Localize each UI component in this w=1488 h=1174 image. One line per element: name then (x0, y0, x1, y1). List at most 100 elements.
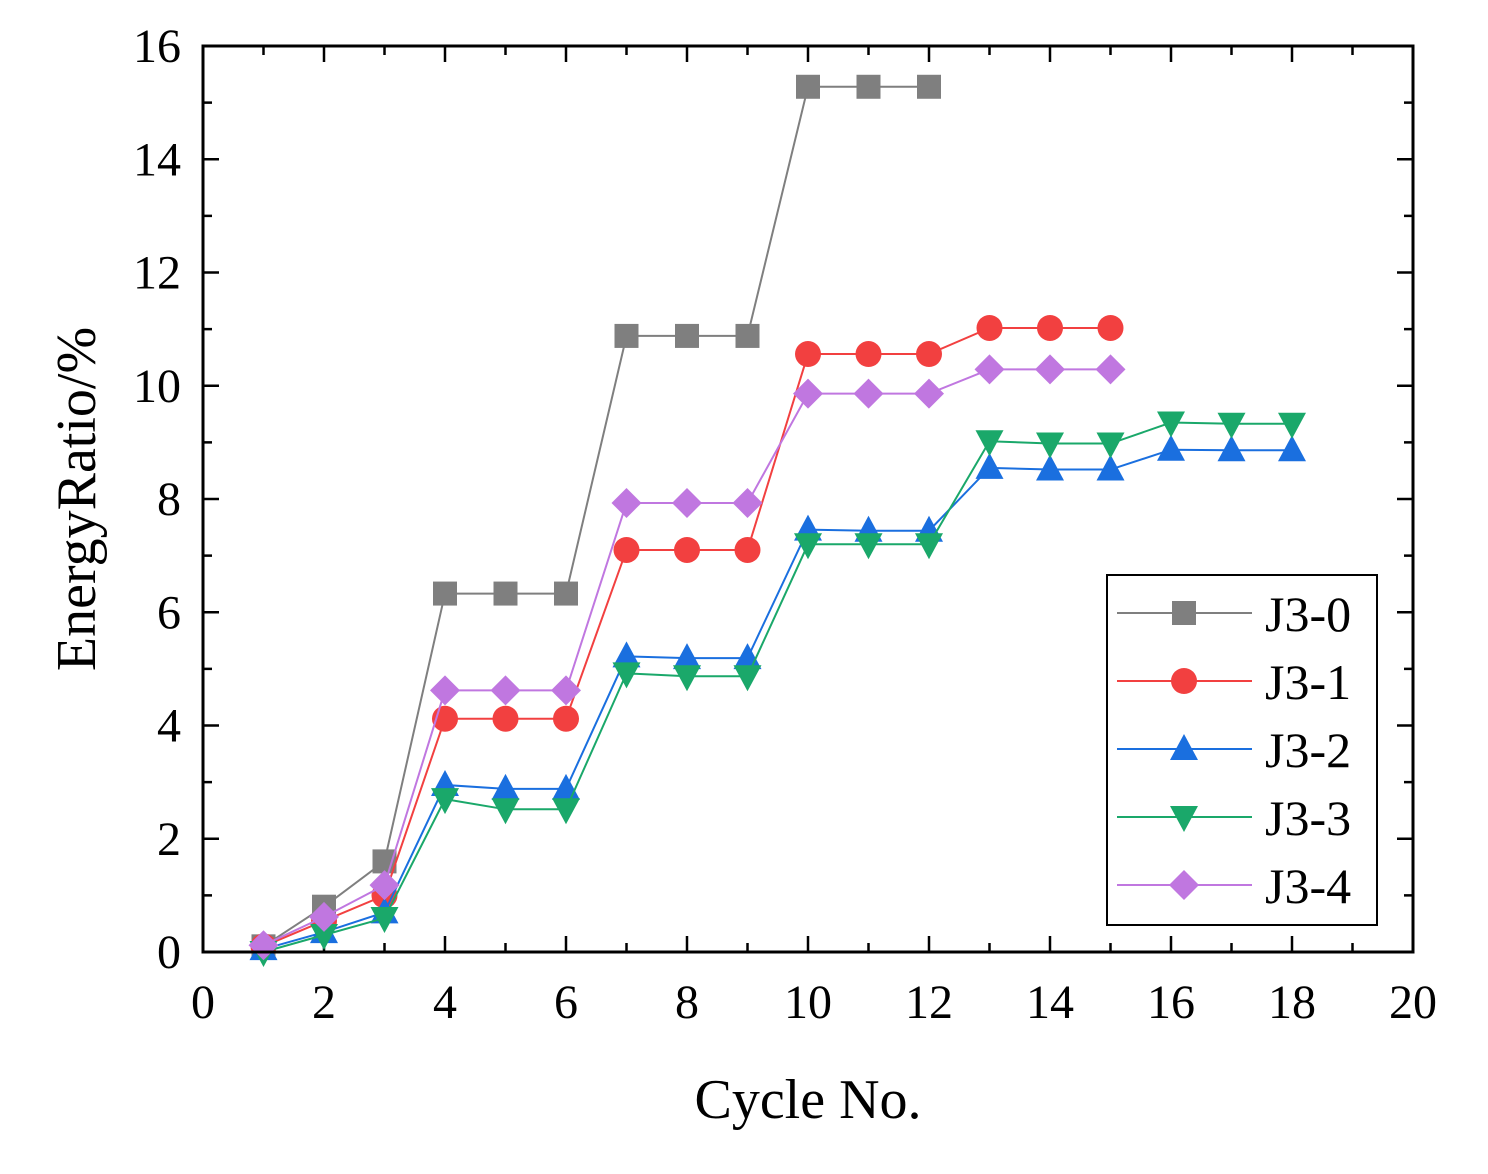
data-point (794, 533, 822, 560)
legend-marker (1169, 870, 1199, 900)
data-point (430, 675, 460, 706)
legend-label: J3-4 (1265, 858, 1351, 914)
legend-marker (1172, 601, 1196, 625)
legend-item: J3-1 (1117, 654, 1351, 710)
data-point (976, 314, 1003, 341)
data-point (370, 907, 399, 934)
data-point (674, 536, 700, 563)
data-point (1096, 432, 1125, 459)
x-tick-label: 4 (433, 976, 457, 1029)
data-point (493, 581, 518, 606)
data-point (492, 705, 519, 732)
x-tick-label: 8 (675, 976, 699, 1029)
y-tick-label: 12 (133, 247, 181, 300)
legend-marker (1171, 668, 1197, 694)
legend-item: J3-0 (1117, 586, 1351, 642)
legend-item: J3-3 (1117, 790, 1351, 846)
data-point (612, 641, 641, 668)
axes: 0 2 4 6 8 10 12 14 16 18 20 0 2 4 6 8 10 12 14 16 (133, 20, 1437, 1029)
plot-frame (201, 44, 1415, 954)
data-point (1157, 434, 1185, 461)
data-point (433, 581, 457, 606)
data-point (1097, 314, 1124, 341)
data-point (1037, 314, 1063, 341)
data-point (735, 323, 760, 348)
data-point (369, 870, 400, 901)
data-point (975, 452, 1004, 479)
data-point (1036, 432, 1064, 459)
data-point (672, 487, 702, 518)
data-point (917, 74, 941, 99)
data-point (1217, 435, 1246, 462)
legend-item: J3-4 (1117, 858, 1351, 914)
y-tick-label: 4 (157, 700, 181, 753)
data-point (793, 378, 823, 409)
data-point (491, 773, 520, 800)
data-point (1278, 412, 1306, 439)
data-point (611, 487, 642, 518)
data-point (1278, 435, 1306, 462)
data-point (1095, 354, 1126, 385)
y-tick-label: 16 (133, 20, 181, 73)
data-point (491, 798, 520, 825)
x-tick-label: 2 (312, 976, 336, 1029)
legend-label: J3-3 (1265, 790, 1351, 846)
x-tick-label: 10 (784, 976, 832, 1029)
x-tick-label: 20 (1389, 976, 1437, 1029)
data-point (974, 354, 1005, 385)
data-point (553, 705, 579, 732)
data-point (916, 341, 942, 368)
data-point (612, 662, 641, 689)
data-point (796, 74, 820, 99)
data-point (614, 323, 639, 348)
data-point (1035, 354, 1065, 385)
y-tick-label: 6 (157, 586, 181, 639)
data-point (431, 788, 459, 815)
data-point (551, 675, 581, 706)
y-tick-label: 0 (157, 926, 181, 979)
legend-marker (1170, 734, 1198, 760)
data-point (856, 74, 881, 99)
data-point (552, 798, 580, 825)
data-point (673, 665, 701, 692)
x-tick-label: 12 (905, 976, 953, 1029)
data-point (1096, 454, 1125, 481)
data-point (854, 533, 883, 560)
series-line (263, 421, 1292, 953)
data-point (853, 378, 884, 409)
data-point (309, 901, 339, 932)
y-tick-label: 8 (157, 473, 181, 526)
x-tick-label: 16 (1147, 976, 1195, 1029)
series-j3-2 (249, 434, 1306, 961)
series-line (263, 448, 1292, 951)
data-point (855, 341, 882, 368)
y-tick-label: 2 (157, 813, 181, 866)
series-j3-0 (251, 74, 941, 959)
data-point (732, 487, 763, 518)
data-point (733, 665, 762, 692)
data-point (673, 643, 701, 670)
series-j3-4 (248, 354, 1126, 961)
x-tick-label: 6 (554, 976, 578, 1029)
data-point (795, 341, 821, 368)
data-point (1036, 454, 1064, 481)
data-point (613, 536, 640, 563)
legend-label: J3-0 (1265, 586, 1351, 642)
data-point (1157, 411, 1185, 438)
x-tick-label: 14 (1026, 976, 1074, 1029)
series-group (248, 74, 1306, 967)
data-point (734, 536, 761, 563)
data-point (490, 675, 521, 706)
data-point (310, 924, 338, 951)
data-point (915, 533, 943, 560)
legend-label: J3-1 (1265, 654, 1351, 710)
series-j3-3 (249, 411, 1306, 967)
data-point (914, 378, 944, 409)
series-line (262, 85, 929, 948)
legend-item: J3-2 (1117, 722, 1351, 778)
data-point (1217, 412, 1246, 439)
y-tick-label: 14 (133, 133, 181, 186)
data-point (554, 581, 578, 606)
x-tick-label: 0 (191, 976, 215, 1029)
